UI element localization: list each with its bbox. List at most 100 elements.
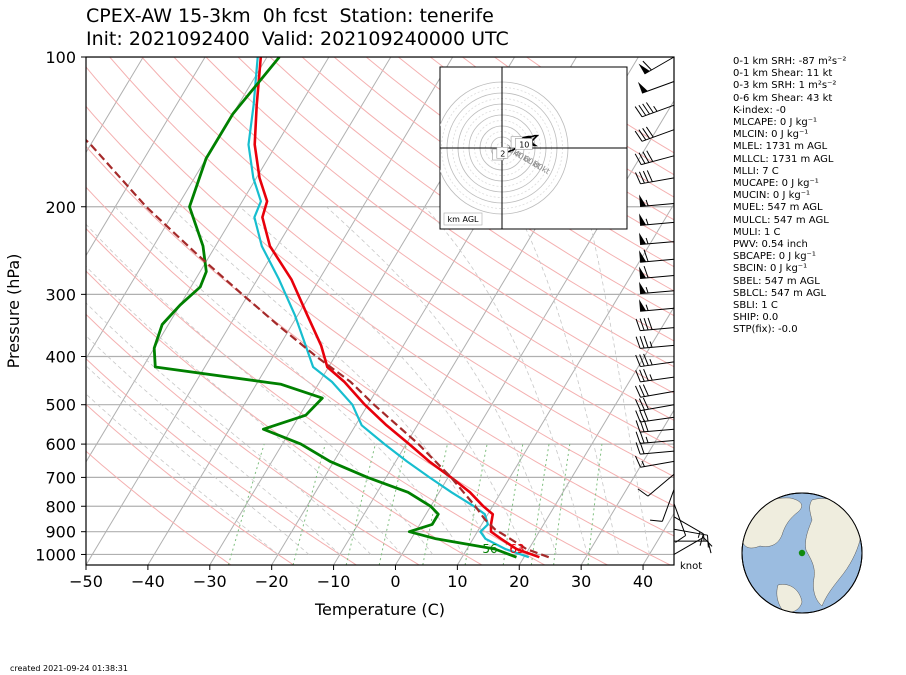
wind-barb (639, 265, 675, 280)
dry-adiabat (301, 57, 674, 317)
mixing-ratio-line (464, 443, 488, 565)
dry-adiabat (141, 57, 674, 449)
mixing-ratio-line (227, 443, 265, 565)
y-tick-label: 1000 (35, 545, 76, 564)
moist-adiabat (86, 265, 403, 555)
mixing-ratio-line (587, 444, 603, 565)
x-tick-label: 0 (390, 572, 400, 591)
wind-barb (635, 419, 675, 433)
x-tick-label: −40 (131, 572, 165, 591)
dry-adiabat (86, 403, 294, 565)
wind-barb (635, 455, 675, 468)
index-1: 0-1 km Shear: 11 kt (733, 68, 833, 80)
index-0: 0-1 km SRH: -87 m²s⁻² (733, 56, 847, 67)
wind-barb (638, 56, 675, 75)
wind-barb (673, 537, 713, 555)
wind-barb (639, 232, 675, 246)
parcel-profile (86, 138, 550, 559)
y-tick-label: 300 (45, 285, 76, 304)
wind-barb (635, 353, 675, 368)
dry-adiabat (237, 57, 674, 368)
y-tick-label: 400 (45, 348, 76, 367)
index-13: MULCL: 547 m AGL (733, 214, 829, 226)
wind-barb (635, 170, 675, 185)
index-21: SHIP: 0.0 (733, 312, 779, 324)
index-12: MUEL: 547 m AGL (733, 202, 823, 214)
isotherm (86, 57, 206, 257)
wind-barb (635, 397, 675, 412)
index-6: MLCIN: 0 J kg⁻¹ (733, 129, 809, 141)
index-9: MLLI: 7 C (733, 165, 779, 177)
isotherm (86, 57, 392, 565)
isotherm (456, 202, 674, 565)
wind-barb (634, 126, 675, 142)
hodograph-height-box (496, 146, 509, 159)
chart-subtitle: Init: 2021092400 Valid: 202109240000 UTC (86, 28, 509, 50)
y-tick-label: 900 (45, 523, 76, 542)
wind-barb (639, 281, 675, 295)
wind-barb (639, 299, 675, 312)
wind-barb (635, 369, 675, 383)
moist-adiabat (239, 206, 526, 555)
isotherm (86, 57, 330, 463)
index-22: STP(fix): -0.0 (733, 324, 798, 336)
index-10: MUCAPE: 0 J kg⁻¹ (733, 178, 819, 190)
index-5: MLCAPE: 0 J kg⁻¹ (733, 117, 818, 129)
dry-adiabat (365, 57, 674, 268)
station-marker (798, 549, 806, 557)
index-7: MLEL: 1731 m AGL (733, 141, 828, 153)
y-tick-label: 700 (45, 468, 76, 487)
x-tick-label: 30 (571, 572, 591, 591)
hodograph-height-label: 10 (519, 140, 529, 149)
index-11: MUCIN: 0 J kg⁻¹ (733, 190, 811, 202)
moist-adiabat (424, 206, 588, 555)
dry-adiabat (86, 66, 674, 507)
wind-barb (635, 431, 675, 444)
dry-adiabat (109, 57, 674, 478)
x-tick-label: −10 (317, 572, 351, 591)
x-axis-label: Temperature (C) (314, 600, 445, 619)
dry-adiabat (86, 358, 357, 565)
wind-barb (673, 516, 704, 546)
dry-adiabat (269, 57, 674, 342)
surface-temperature-label: 63 (509, 542, 524, 556)
y-axis-label: Pressure (hPa) (4, 254, 23, 369)
index-3: 0-6 km Shear: 43 kt (733, 92, 833, 104)
created-timestamp: created 2021-09-24 01:38:31 (10, 664, 128, 673)
wind-barb (635, 335, 675, 349)
dry-adiabat (86, 270, 483, 565)
x-tick-label: 10 (447, 572, 467, 591)
dry-adiabat (86, 313, 420, 565)
plot-frame (85, 56, 675, 566)
isotherm (395, 99, 674, 565)
moist-adiabat (86, 393, 279, 555)
dewpoint-profile (152, 57, 517, 559)
mixing-ratio-line (378, 443, 407, 565)
dry-adiabat (86, 450, 232, 565)
moist-adiabat (86, 302, 372, 555)
index-2: 0-3 km SRH: 1 m²s⁻² (733, 80, 837, 92)
mixing-ratio-line (345, 443, 376, 565)
wind-barb (635, 384, 675, 398)
index-8: MLLCL: 1731 m AGL (733, 153, 834, 165)
moist-adiabat (326, 206, 557, 555)
moist-adiabat (86, 335, 341, 555)
wind-barb (635, 441, 675, 455)
wind-barb (635, 409, 675, 423)
y-tick-label: 600 (45, 435, 76, 454)
x-tick-label: 20 (509, 572, 529, 591)
wind-barb (639, 213, 675, 226)
index-18: SBEL: 547 m AGL (733, 275, 820, 287)
x-tick-label: −30 (193, 572, 227, 591)
isotherm (580, 409, 674, 565)
moist-adiabat (514, 206, 619, 555)
wind-barb (650, 489, 675, 522)
wind-barb (634, 150, 675, 166)
wind-barb (639, 194, 675, 207)
hodograph-legend-label: km AGL (448, 215, 480, 224)
wind-barb (637, 81, 675, 94)
hodograph-legend-box (443, 212, 483, 226)
isotherm (86, 57, 144, 154)
dry-adiabat (86, 186, 608, 565)
